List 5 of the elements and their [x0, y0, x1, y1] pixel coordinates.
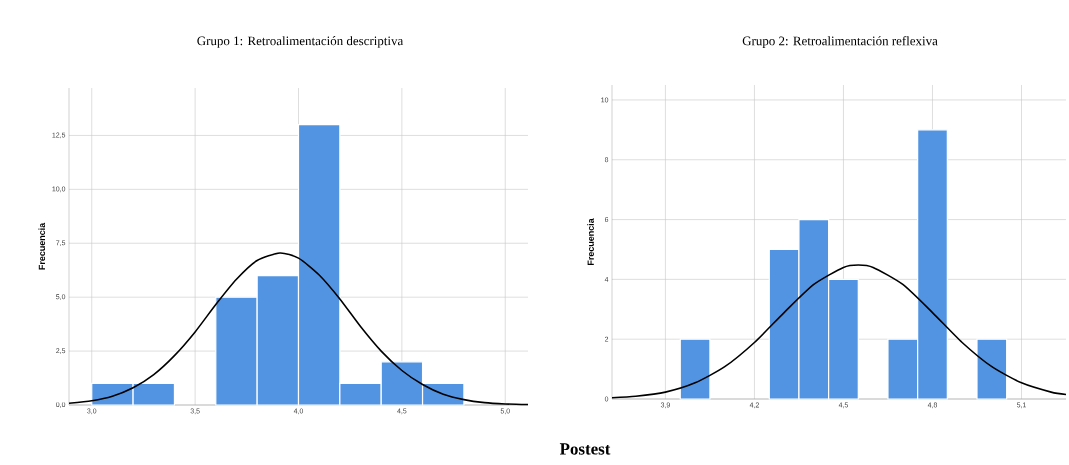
chart-title: Grupo 2: Retroalimentación reflexiva — [742, 36, 938, 48]
y-axis-title: Frecuencia — [587, 218, 594, 266]
chart-title: Grupo 1: Retroalimentación descriptiva — [197, 36, 404, 48]
y-axis-title: Frecuencia — [38, 222, 46, 270]
text: Postest — [559, 443, 611, 455]
